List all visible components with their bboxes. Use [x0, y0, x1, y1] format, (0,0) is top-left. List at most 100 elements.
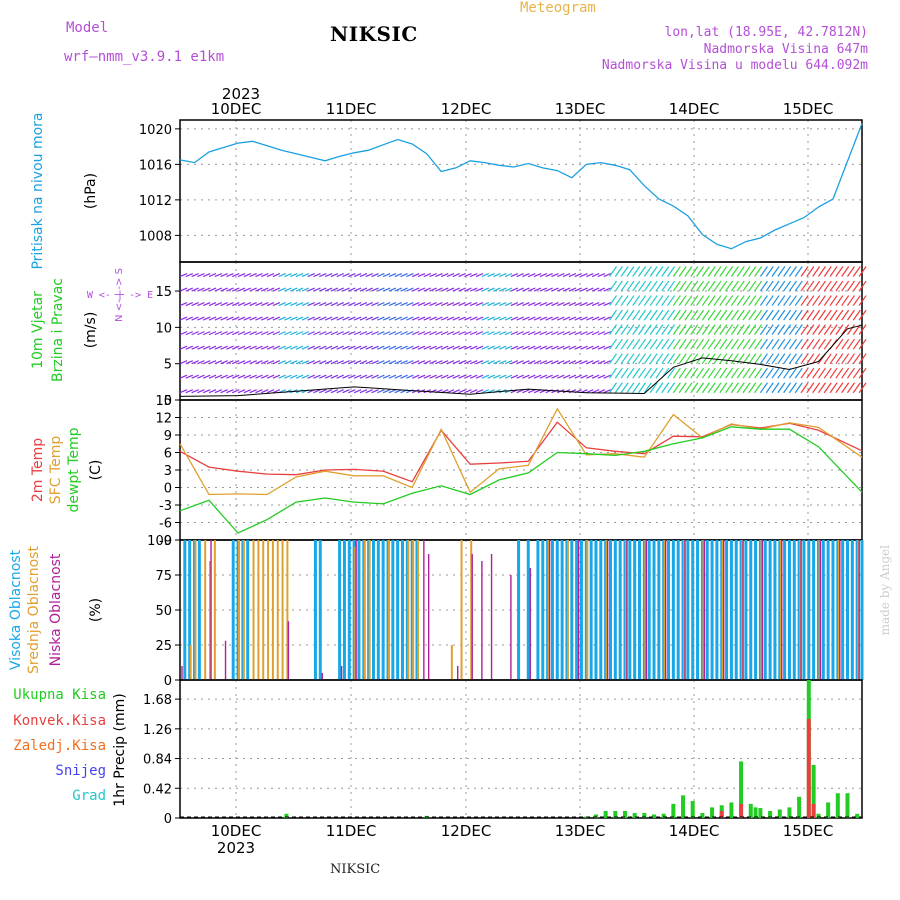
wind-barb	[510, 287, 519, 292]
wind-barb	[284, 374, 292, 379]
date-label-top: 15DEC	[783, 100, 834, 118]
model-name: wrf–nmm_v3.9.1 e1km	[64, 49, 225, 65]
precip-legend-label: Ukupna Kisa	[13, 687, 106, 703]
wind-barb	[440, 360, 449, 365]
wind-barb	[307, 345, 315, 350]
wind-barb	[783, 266, 792, 277]
wind-barb	[580, 302, 588, 307]
total-precip-bar	[777, 809, 782, 818]
high-cloud-bar	[575, 540, 579, 680]
wind-barb	[220, 360, 228, 365]
wind-barb	[620, 367, 629, 379]
total-precip-bar	[758, 808, 763, 818]
high-cloud-bar	[536, 540, 540, 680]
tick-label-y: 1.26	[143, 723, 172, 738]
wind-barb	[771, 367, 780, 379]
low-cloud-bar	[210, 540, 212, 680]
wind-barb	[609, 280, 618, 292]
wind-barb	[597, 374, 606, 379]
total-precip-bar	[642, 813, 647, 818]
wind-barb	[568, 316, 577, 321]
total-precip-bar	[729, 802, 734, 818]
wind-barb	[754, 324, 763, 335]
total-precip-bar	[816, 813, 821, 818]
high-cloud-bar	[787, 540, 791, 680]
high-cloud-bar	[541, 540, 545, 680]
high-cloud-bar	[318, 540, 322, 680]
high-cloud-bar	[667, 540, 671, 680]
total-precip-bar	[748, 803, 753, 818]
low-cloud-bar	[606, 540, 609, 680]
wind-barb	[823, 338, 832, 350]
date-label-top: 11DEC	[326, 100, 377, 118]
wind-barb	[655, 382, 664, 394]
wind-barb	[823, 353, 832, 365]
wind-barb	[353, 316, 362, 321]
wind-barb	[365, 374, 373, 379]
wind-barb	[557, 345, 565, 350]
wind-barb	[353, 360, 362, 365]
wind-barb	[672, 324, 681, 335]
wind-barb	[725, 280, 734, 292]
wind-barb	[348, 287, 356, 292]
high-cloud-bar	[197, 540, 201, 680]
wind-barb	[696, 324, 705, 335]
wind-barb	[307, 302, 315, 307]
wind-barb	[725, 382, 734, 394]
wind-barb	[226, 374, 234, 379]
wind-barb	[446, 389, 455, 394]
wind-barb	[823, 309, 832, 321]
low-cloud-bar	[742, 540, 744, 680]
wind-barb	[765, 367, 774, 379]
wind-barb	[649, 382, 658, 394]
conv-precip-bar	[811, 803, 816, 818]
wind-barb	[458, 272, 466, 278]
wind-barb	[794, 266, 803, 277]
wind-barb	[829, 309, 838, 321]
low-cloud-bar	[427, 554, 430, 680]
wind-barb	[609, 353, 618, 365]
date-label-bottom: 11DEC	[326, 822, 377, 840]
wind-barb	[359, 331, 368, 336]
total-precip-bar	[284, 813, 289, 818]
wind-barb	[220, 331, 228, 336]
wind-barb	[522, 287, 530, 292]
wind-barb	[313, 345, 321, 350]
wind-barb	[614, 338, 623, 350]
wind-barb	[800, 324, 809, 335]
wind-barb	[278, 345, 286, 350]
wind-barb	[377, 272, 385, 278]
wind-barb	[835, 367, 844, 379]
wind-barb	[423, 302, 432, 307]
wind-barb	[464, 302, 472, 307]
mid-cloud-bar	[194, 540, 197, 680]
high-cloud-bar	[812, 540, 816, 680]
wind-barb	[191, 272, 199, 278]
wind-barb	[713, 382, 722, 394]
tick-label-y: 50	[155, 604, 172, 619]
total-precip-bar	[622, 810, 627, 818]
wind-barb	[249, 374, 257, 379]
wind-barb	[562, 331, 571, 336]
wind-barb	[342, 374, 350, 379]
wind-barb	[365, 360, 373, 365]
wind-barb	[458, 345, 466, 350]
wind-barb	[371, 316, 379, 321]
wind-barb	[777, 382, 786, 394]
tick-label-y: 75	[155, 569, 172, 584]
conv-precip-bar	[739, 803, 744, 818]
wind-barb	[713, 324, 722, 335]
wind-barb	[736, 324, 745, 335]
wind-barb	[794, 324, 803, 335]
wind-barb	[730, 324, 739, 335]
wind-barb	[783, 295, 792, 306]
panel-frame	[179, 679, 863, 819]
wind-barb	[719, 266, 728, 277]
wind-barb	[324, 316, 333, 321]
low-cloud-bar	[577, 540, 580, 680]
wind-barb	[417, 331, 426, 336]
low-cloud-bar	[457, 666, 459, 680]
wind-barb	[614, 280, 623, 292]
wind-barb	[261, 374, 269, 379]
wind-barb	[748, 266, 757, 277]
